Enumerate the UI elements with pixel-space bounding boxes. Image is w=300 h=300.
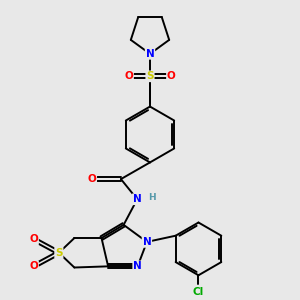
Text: N: N [142, 237, 151, 247]
Text: S: S [55, 248, 63, 258]
Text: N: N [146, 49, 154, 59]
Text: N: N [133, 194, 142, 204]
Text: Cl: Cl [193, 286, 204, 296]
Text: H: H [148, 193, 156, 202]
Text: O: O [124, 71, 133, 81]
Text: S: S [146, 71, 154, 81]
Text: O: O [167, 71, 176, 81]
Text: O: O [88, 174, 96, 184]
Text: O: O [29, 234, 38, 244]
Text: O: O [29, 261, 38, 271]
Text: N: N [133, 261, 142, 271]
